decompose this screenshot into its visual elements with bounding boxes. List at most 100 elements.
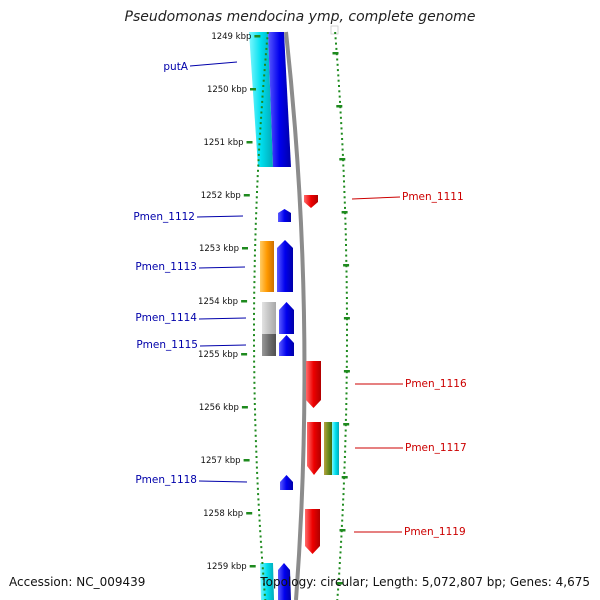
ruler-dot — [255, 450, 258, 453]
ruler-dot — [253, 344, 255, 347]
gene-arrow-pmen-1113[interactable] — [277, 240, 293, 292]
ruler-dot — [253, 392, 256, 395]
ruler-dot — [253, 254, 256, 257]
ruler-dot — [339, 551, 342, 554]
ruler-dot — [256, 477, 259, 480]
gene-label-pmen-1116[interactable]: Pmen_1116 — [405, 378, 467, 390]
ruler-dot — [255, 196, 258, 199]
gene-arrow-pmen-1118[interactable] — [280, 475, 293, 490]
ruler-dot — [257, 164, 260, 167]
ruler-dot — [346, 323, 348, 326]
ruler-dot — [345, 350, 348, 352]
ruler-dot — [254, 222, 257, 225]
genome-backbone-arc — [284, 31, 307, 600]
ruler-dot — [254, 424, 257, 427]
gene-label-pmen-1118[interactable]: Pmen_1118 — [135, 474, 197, 486]
dark-grey-feature — [262, 334, 276, 356]
gene-label-pmen-1112[interactable]: Pmen_1112 — [133, 211, 195, 223]
gene-label-pmen-1119[interactable]: Pmen_1119 — [404, 526, 466, 538]
ruler-dot — [253, 403, 256, 405]
ruler-dot — [338, 90, 341, 93]
gene-label-pmen-1115[interactable]: Pmen_1115 — [136, 339, 198, 351]
ruler-dot — [255, 466, 258, 469]
ruler-dot — [345, 302, 348, 305]
gene-label-pmen-1111[interactable]: Pmen_1111 — [402, 191, 464, 203]
ruler-major-tick — [249, 565, 256, 568]
ruler-dot — [266, 37, 269, 40]
ruler-major-tick — [341, 211, 348, 214]
label-group-pmen-1112[interactable]: Pmen_1112 — [133, 211, 244, 223]
ruler-dot — [344, 450, 347, 453]
ruler-dot — [261, 100, 264, 103]
accession-text: Accession: NC_009439 — [9, 575, 146, 589]
ruler-major-tick — [343, 264, 350, 267]
ruler-dot — [337, 588, 340, 591]
ruler-dot — [342, 169, 345, 172]
ruler-dot — [344, 206, 346, 209]
tick-label: 1253 kbp — [199, 244, 239, 254]
ruler-dot — [253, 281, 256, 284]
ruler-dot — [253, 312, 255, 315]
ruler-dot — [341, 519, 344, 522]
ruler-dot — [260, 546, 263, 549]
ruler-dot — [339, 116, 342, 119]
ruler-dot — [260, 106, 263, 109]
label-group-pmen-1117[interactable]: Pmen_1117 — [355, 442, 467, 454]
gene-label-putA[interactable]: putA — [163, 61, 188, 73]
gene-arrow-pmen-1117[interactable] — [307, 422, 321, 475]
ruler-dot — [343, 196, 346, 199]
ruler-dot — [253, 323, 255, 326]
gene-arrow-pmen-1116[interactable] — [306, 361, 321, 408]
label-group-pmen-1118[interactable]: Pmen_1118 — [135, 474, 248, 486]
ruler-dot — [256, 471, 259, 474]
ruler-dot — [341, 138, 344, 140]
left-ruler — [241, 32, 269, 600]
ruler-dot — [336, 58, 339, 61]
ruler-dot — [345, 249, 348, 252]
ruler-major-tick — [241, 353, 248, 356]
label-group-pmen-1116[interactable]: Pmen_1116 — [355, 378, 467, 390]
ruler-dot — [261, 567, 264, 570]
ruler-dot — [340, 540, 343, 543]
ruler-dot — [337, 79, 340, 82]
ruler-dot — [341, 514, 344, 517]
putA-blue-region — [268, 32, 291, 167]
label-group-pmen-1119[interactable]: Pmen_1119 — [354, 526, 466, 538]
gene-arrow-pmen-1114[interactable] — [279, 302, 294, 334]
label-group-putA[interactable]: putA — [163, 61, 238, 73]
tick-label: 1259 kbp — [207, 562, 247, 572]
ruler-dot — [345, 270, 348, 273]
ruler-dot — [345, 281, 348, 284]
ruler-dot — [345, 413, 348, 416]
ruler-dot — [345, 397, 348, 400]
ruler-dot — [345, 244, 347, 246]
ruler-dot — [255, 445, 258, 448]
gene-arrow-pmen-1111[interactable] — [304, 195, 318, 208]
ruler-dot — [263, 74, 266, 77]
label-group-pmen-1114[interactable]: Pmen_1114 — [135, 312, 247, 324]
ruler-dot — [344, 440, 347, 443]
gene-arrow-pmen-1119[interactable] — [305, 509, 320, 554]
light-grey-feature — [262, 302, 276, 334]
gene-label-pmen-1114[interactable]: Pmen_1114 — [135, 312, 197, 324]
gene-label-pmen-1113[interactable]: Pmen_1113 — [135, 261, 197, 273]
gene-label-pmen-1117[interactable]: Pmen_1117 — [405, 442, 467, 454]
ruler-dot — [253, 376, 256, 379]
gene-arrow-pmen-1115[interactable] — [279, 335, 294, 356]
ruler-dot — [346, 339, 348, 342]
ruler-dot — [264, 58, 267, 61]
label-group-pmen-1111[interactable]: Pmen_1111 — [351, 191, 464, 203]
ruler-dot — [258, 514, 261, 517]
ruler-major-tick — [246, 512, 253, 515]
ruler-dot — [345, 254, 348, 257]
label-group-pmen-1113[interactable]: Pmen_1113 — [135, 261, 246, 273]
gene-arrow-pmen-1112[interactable] — [278, 209, 291, 222]
ruler-dot — [257, 498, 260, 501]
ruler-dot — [344, 445, 347, 448]
ruler-dot — [344, 418, 347, 421]
ruler-dot — [262, 79, 265, 82]
ruler-dot — [265, 42, 268, 45]
genome-title: Pseudomonas mendocina ymp, complete geno… — [124, 9, 476, 25]
ruler-major-tick — [250, 88, 256, 91]
label-group-pmen-1115[interactable]: Pmen_1115 — [136, 339, 247, 351]
